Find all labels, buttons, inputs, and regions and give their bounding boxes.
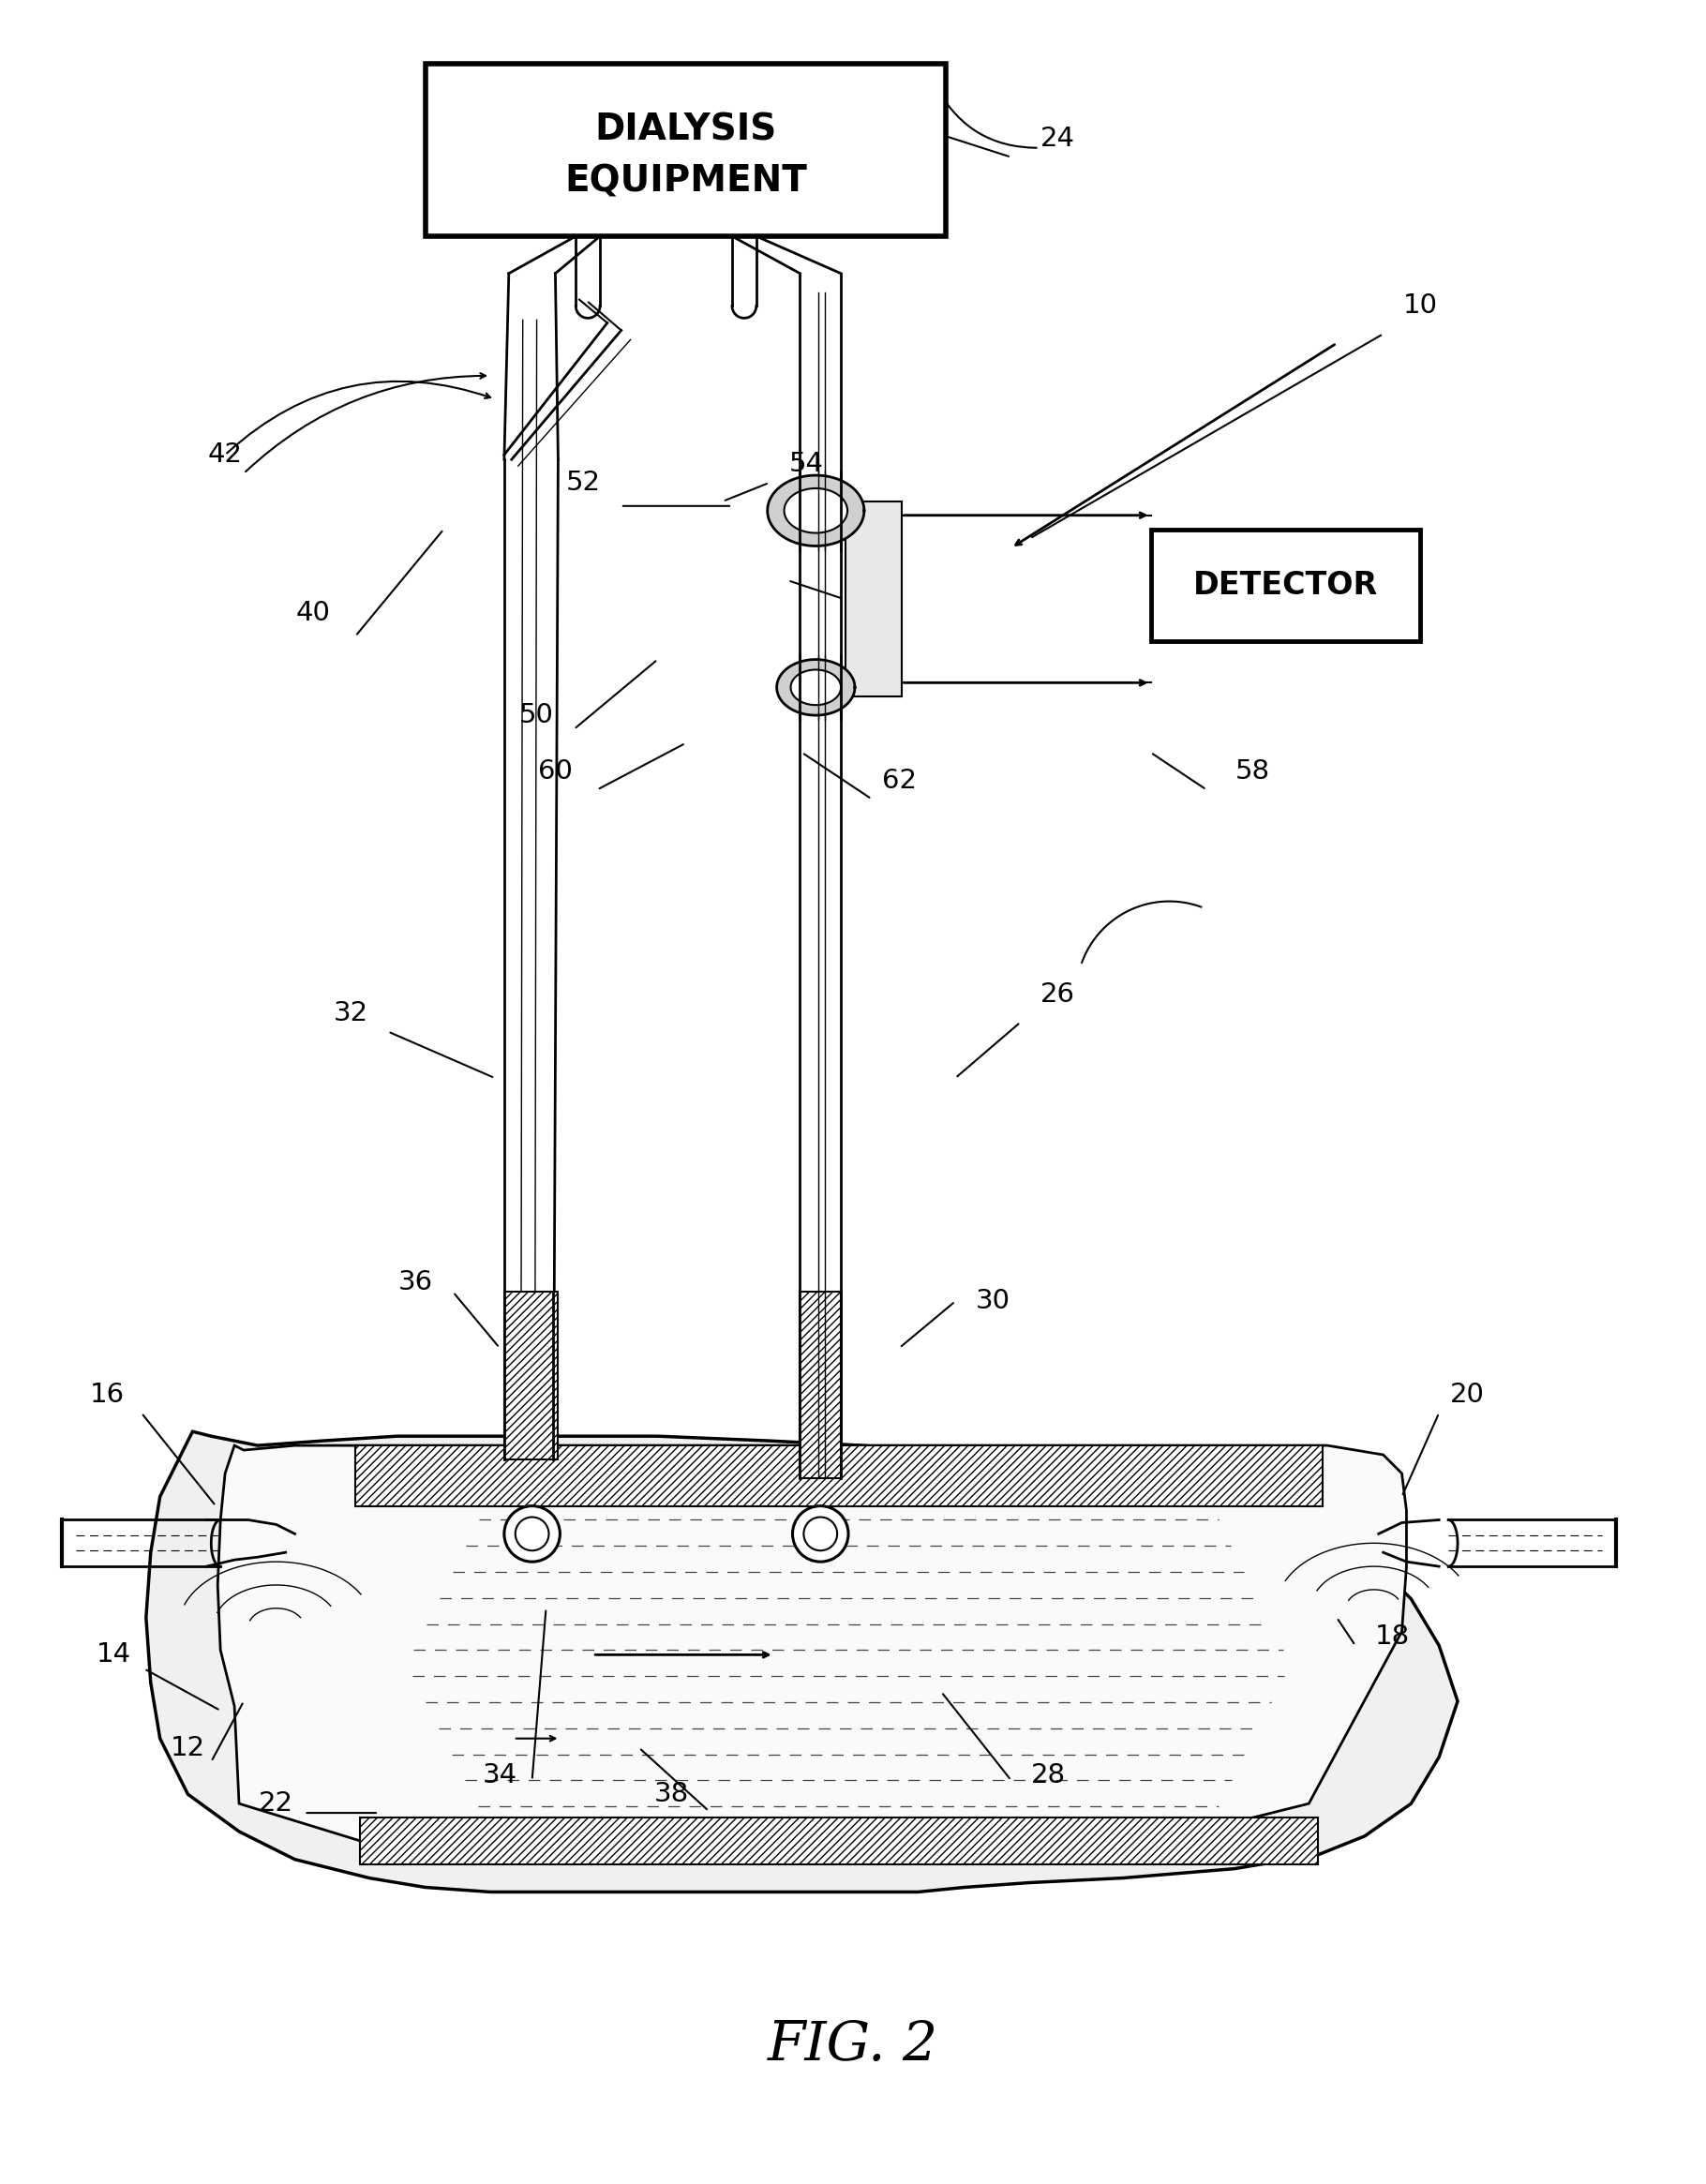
Bar	[505, 1293, 558, 1459]
Text: 28: 28	[1030, 1762, 1066, 1789]
Text: 58: 58	[1235, 758, 1271, 784]
Text: 16: 16	[90, 1380, 125, 1406]
Text: 60: 60	[537, 758, 573, 784]
Text: 50: 50	[519, 701, 554, 729]
Polygon shape	[790, 670, 841, 705]
Text: 18: 18	[1375, 1623, 1409, 1649]
Text: 56: 56	[863, 572, 899, 598]
Bar	[846, 502, 901, 697]
Text: 22: 22	[259, 1791, 293, 1817]
Text: 32: 32	[333, 1000, 368, 1026]
Polygon shape	[785, 489, 848, 533]
Bar	[360, 1817, 1319, 1865]
Text: 10: 10	[1402, 293, 1438, 319]
Bar	[1150, 529, 1421, 640]
Text: 42: 42	[208, 441, 242, 467]
Polygon shape	[768, 476, 865, 546]
Text: 54: 54	[790, 452, 824, 478]
Text: FIG. 2: FIG. 2	[768, 2018, 938, 2073]
Circle shape	[505, 1507, 560, 1562]
Text: 36: 36	[399, 1269, 433, 1295]
Text: 62: 62	[882, 767, 916, 793]
Polygon shape	[218, 1446, 1406, 1861]
Text: 34: 34	[483, 1762, 517, 1789]
Text: DIALYSIS: DIALYSIS	[594, 111, 776, 146]
Text: 26: 26	[1041, 981, 1075, 1007]
Bar	[355, 1446, 1322, 1507]
Text: 14: 14	[96, 1642, 131, 1669]
Polygon shape	[147, 1431, 1457, 1891]
Text: 12: 12	[171, 1734, 205, 1760]
Circle shape	[793, 1507, 848, 1562]
Text: 30: 30	[976, 1289, 1010, 1315]
Text: 24: 24	[1041, 124, 1075, 151]
Text: DETECTOR: DETECTOR	[1192, 570, 1378, 601]
Text: 52: 52	[566, 470, 601, 496]
Text: 20: 20	[1450, 1380, 1484, 1406]
Polygon shape	[776, 660, 855, 716]
Bar	[425, 63, 947, 236]
Text: 40: 40	[297, 601, 331, 627]
Text: EQUIPMENT: EQUIPMENT	[565, 164, 807, 199]
Bar	[800, 1293, 841, 1479]
Text: 38: 38	[653, 1782, 689, 1808]
